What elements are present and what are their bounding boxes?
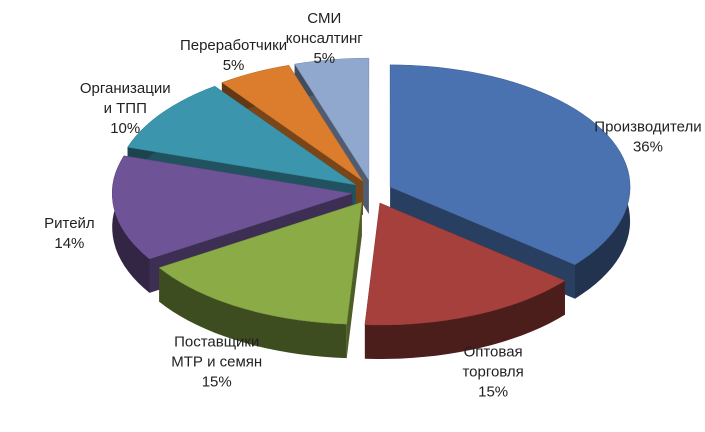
value-label: 36% [633, 138, 663, 155]
slice [389, 64, 631, 265]
value-label: 5% [223, 57, 245, 74]
slice-label: СМИ [307, 10, 341, 27]
value-label: 15% [202, 374, 232, 391]
slice [111, 155, 353, 260]
value-label: 15% [478, 384, 508, 401]
slice [158, 201, 363, 325]
slice-label: консалтинг [286, 30, 363, 47]
slice [221, 65, 364, 182]
slice [294, 57, 370, 181]
slice-label: торговля [462, 364, 523, 381]
slice-label: Ритейл [44, 215, 95, 232]
value-label: 10% [110, 120, 140, 137]
slice-side [159, 267, 347, 359]
slice [127, 85, 356, 186]
slice-label: Оптовая [464, 344, 523, 361]
slice-wall [346, 202, 362, 359]
slice-side [364, 280, 565, 359]
slice-label: Переработчики [180, 37, 287, 54]
slice-label: Поставщики [174, 334, 259, 351]
slice-label: МТР и семян [171, 354, 262, 371]
slice [364, 202, 566, 326]
slice-label: и ТПП [104, 100, 147, 117]
slice-label: Организации [80, 80, 171, 97]
value-label: 14% [54, 235, 84, 252]
value-label: 5% [313, 50, 335, 67]
slice-label: Производители [594, 118, 701, 135]
